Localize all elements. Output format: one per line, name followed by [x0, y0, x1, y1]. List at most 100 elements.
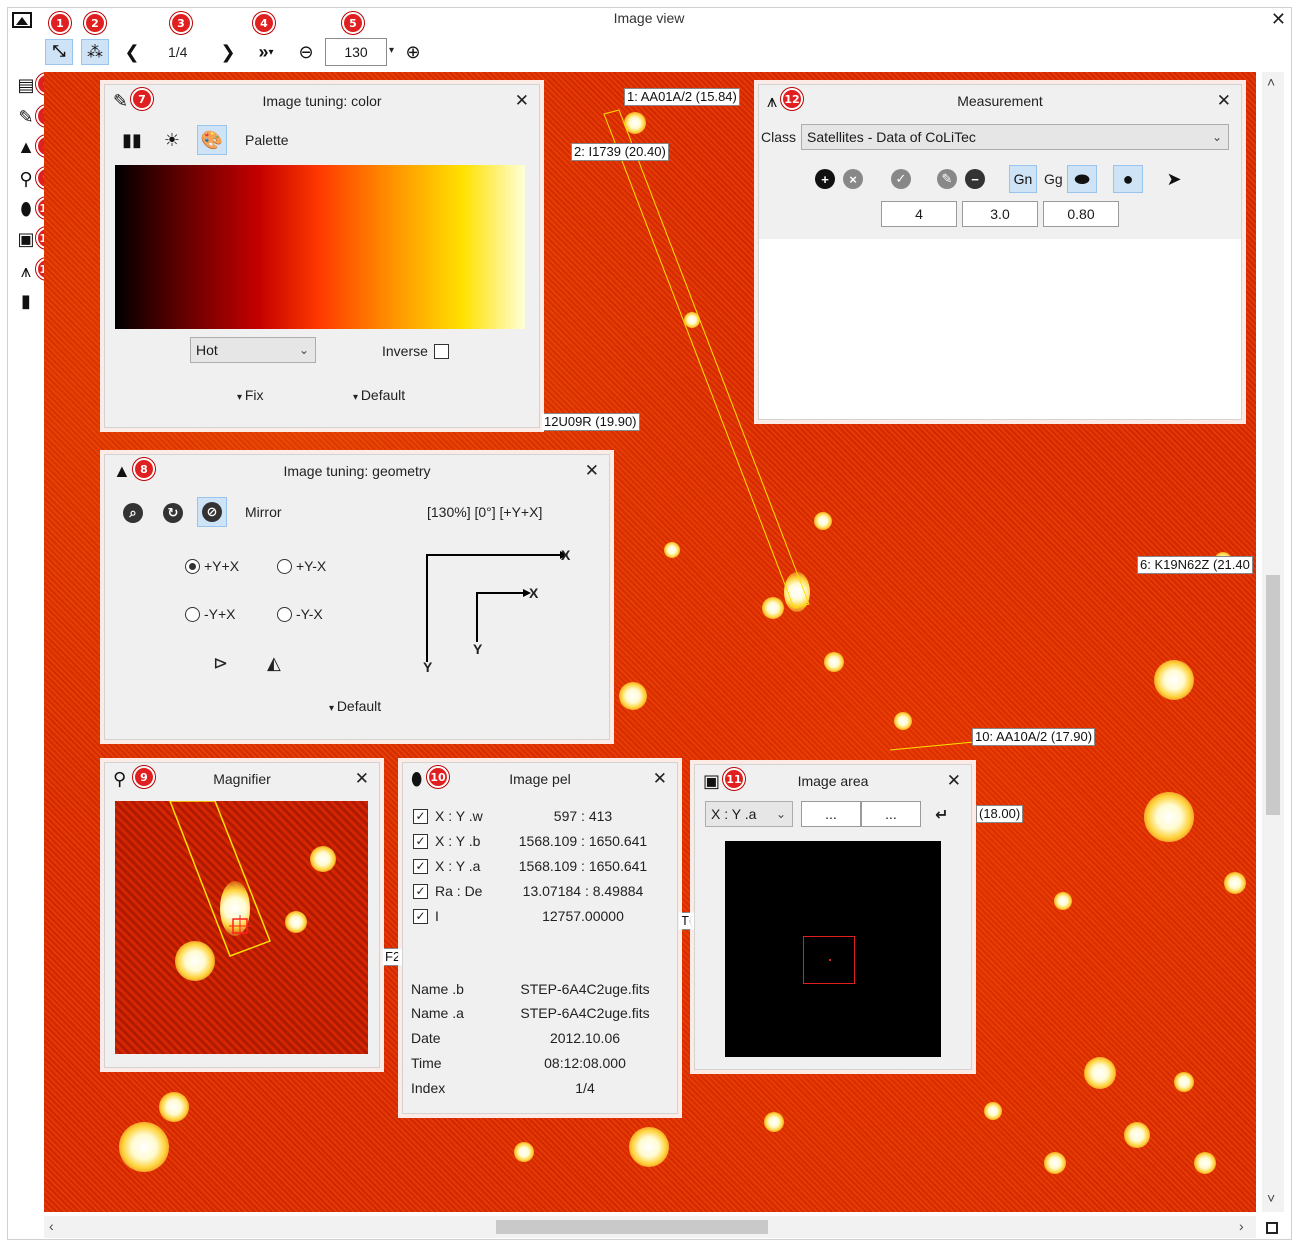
- flip-vertical-button[interactable]: ◭: [267, 653, 281, 674]
- measure-value-3[interactable]: 0.80: [1043, 201, 1119, 227]
- group-toggle-button[interactable]: ⬬: [1067, 165, 1097, 193]
- object-label-18[interactable]: (18.00): [976, 805, 1024, 823]
- scroll-right-arrow-icon[interactable]: ›: [1239, 1218, 1244, 1234]
- color-panel-close-button[interactable]: ✕: [514, 91, 529, 110]
- fit-to-window-button[interactable]: ⤡: [45, 39, 73, 65]
- next-frame-button[interactable]: ❯: [214, 39, 242, 65]
- area-selection-rect[interactable]: [803, 936, 855, 984]
- area-field-2[interactable]: ...: [861, 801, 921, 827]
- star: [684, 312, 700, 328]
- save-button[interactable]: ▤: [13, 72, 39, 98]
- star: [1084, 1057, 1116, 1089]
- geometry-tuning-button[interactable]: ▲: [13, 134, 39, 160]
- horizontal-scrollbar[interactable]: ‹ ›: [44, 1216, 1256, 1238]
- brightness-button[interactable]: ☀: [157, 125, 187, 155]
- scroll-up-arrow-icon[interactable]: ˄: [1267, 74, 1276, 90]
- magnifier-view[interactable]: [115, 801, 368, 1054]
- image-pel-button[interactable]: ⬮: [13, 196, 39, 222]
- object-label-f2[interactable]: F2: [382, 948, 404, 966]
- image-area-button[interactable]: ▣: [13, 226, 39, 252]
- measurement-button[interactable]: ⩚: [13, 258, 39, 284]
- geometry-panel-title: Image tuning: geometry: [283, 463, 431, 479]
- area-overview[interactable]: [725, 841, 941, 1057]
- area-field-1[interactable]: ...: [801, 801, 861, 827]
- fix-dropdown[interactable]: ▾ Fix: [237, 387, 263, 403]
- measurement-panel-close-button[interactable]: ✕: [1216, 91, 1231, 110]
- zoom-out-button[interactable]: ⊖: [292, 39, 320, 65]
- pel-panel-close-button[interactable]: ✕: [652, 769, 667, 788]
- flip-horizontal-button[interactable]: ⊳: [213, 653, 228, 674]
- object-label-1[interactable]: 1: AA01A/2 (15.84): [624, 88, 740, 106]
- pel-row-value: 1568.109 : 1650.641: [518, 833, 648, 849]
- window-close-button[interactable]: ✕: [1270, 9, 1286, 29]
- play-frames-dropdown[interactable]: » ▾: [246, 39, 286, 65]
- orientation-radio-py-nx[interactable]: [277, 559, 292, 574]
- rotate-button[interactable]: ↻: [163, 503, 183, 523]
- vertical-scroll-thumb[interactable]: [1266, 575, 1280, 815]
- palette-gradient-preview: [115, 165, 525, 329]
- default-dropdown[interactable]: ▾ Default: [353, 387, 405, 403]
- horizontal-scroll-thumb[interactable]: [496, 1220, 768, 1234]
- vertical-scrollbar[interactable]: ˄ ˅: [1262, 72, 1284, 1212]
- inverse-checkbox[interactable]: [434, 344, 449, 359]
- magnifier-icon: ⚲: [19, 168, 33, 189]
- zoom-dropdown-caret[interactable]: ▾: [389, 45, 395, 56]
- report-button[interactable]: ▮: [13, 288, 39, 314]
- add-object-button[interactable]: +: [815, 169, 835, 189]
- palette-select-value: Hot: [196, 342, 218, 358]
- pel-row-checkbox[interactable]: ✓: [413, 809, 428, 824]
- zoom-in-button[interactable]: ⊕: [399, 39, 427, 65]
- point-mode-button[interactable]: ●: [1113, 165, 1143, 193]
- pencil-icon: ✎: [113, 91, 129, 111]
- object-label-10[interactable]: 10: AA10A/2 (17.90): [972, 728, 1096, 746]
- scroll-down-arrow-icon[interactable]: ˅: [1267, 1190, 1276, 1206]
- navigate-button[interactable]: ➤: [1159, 165, 1189, 193]
- area-panel-title: Image area: [797, 773, 869, 789]
- bright-streak: [220, 881, 250, 936]
- area-panel-close-button[interactable]: ✕: [946, 771, 961, 790]
- default-label: Default: [360, 387, 406, 403]
- pel-row-checkbox[interactable]: ✓: [413, 909, 428, 924]
- measure-value-1[interactable]: 4: [881, 201, 957, 227]
- area-mode-select[interactable]: X : Y .a ⌄: [705, 801, 793, 827]
- class-select[interactable]: Satellites - Data of CoLiTec ⌄: [801, 124, 1229, 150]
- object-label-t[interactable]: T(: [678, 912, 697, 930]
- pel-info-value: STEP-6A4C2uge.fits: [520, 1005, 650, 1021]
- gg-toggle-button[interactable]: Gg: [1044, 171, 1063, 187]
- delete-button[interactable]: −: [965, 169, 985, 189]
- corner-resize-icon[interactable]: [1266, 1222, 1278, 1234]
- color-tuning-panel: ✎ 7 Image tuning: color ✕ ▮▮ ☀ 🎨 Palette…: [104, 84, 540, 428]
- remove-object-button[interactable]: ×: [843, 169, 863, 189]
- navigation-arrow-icon: ➤: [1166, 168, 1182, 189]
- measurement-results-list[interactable]: [759, 239, 1241, 419]
- orientation-radio-ny-nx[interactable]: [277, 607, 292, 622]
- histogram-button[interactable]: ▮▮: [117, 125, 147, 155]
- geometry-panel-close-button[interactable]: ✕: [584, 461, 599, 480]
- confirm-button[interactable]: ✓: [891, 169, 911, 189]
- magnifier-button[interactable]: ⚲: [13, 166, 39, 192]
- object-label-2[interactable]: 2: I1739 (20.40): [571, 143, 669, 161]
- palette-select[interactable]: Hot ⌄: [190, 337, 316, 363]
- measure-value-2[interactable]: 3.0: [962, 201, 1038, 227]
- pel-row-checkbox[interactable]: ✓: [413, 834, 428, 849]
- pel-row-checkbox[interactable]: ✓: [413, 859, 428, 874]
- gn-toggle-button[interactable]: Gn: [1009, 165, 1037, 193]
- color-tuning-button[interactable]: ✎: [13, 104, 39, 130]
- orientation-radio-py-px[interactable]: [185, 559, 200, 574]
- palette-button[interactable]: 🎨: [197, 125, 227, 155]
- callout-badge-10-panel: 10: [427, 766, 449, 788]
- geometry-default-dropdown[interactable]: ▾ Default: [329, 698, 381, 714]
- orientation-radio-ny-px[interactable]: [185, 607, 200, 622]
- mirror-button[interactable]: ⊘: [197, 497, 227, 527]
- zoom-reset-button[interactable]: ⌕: [123, 503, 143, 523]
- object-label-12[interactable]: 12U09R (19.90): [541, 413, 640, 431]
- objects-toggle-button[interactable]: ⁂: [81, 39, 109, 65]
- magnifier-panel-close-button[interactable]: ✕: [354, 769, 369, 788]
- pel-row-checkbox[interactable]: ✓: [413, 884, 428, 899]
- area-apply-button[interactable]: ↵: [935, 805, 948, 825]
- scroll-left-arrow-icon[interactable]: ‹: [49, 1218, 54, 1234]
- zoom-input[interactable]: 130: [325, 38, 387, 66]
- edit-button[interactable]: ✎: [937, 169, 957, 189]
- previous-frame-button[interactable]: ❮: [118, 39, 146, 65]
- object-label-6[interactable]: 6: K19N62Z (21.40: [1137, 556, 1253, 574]
